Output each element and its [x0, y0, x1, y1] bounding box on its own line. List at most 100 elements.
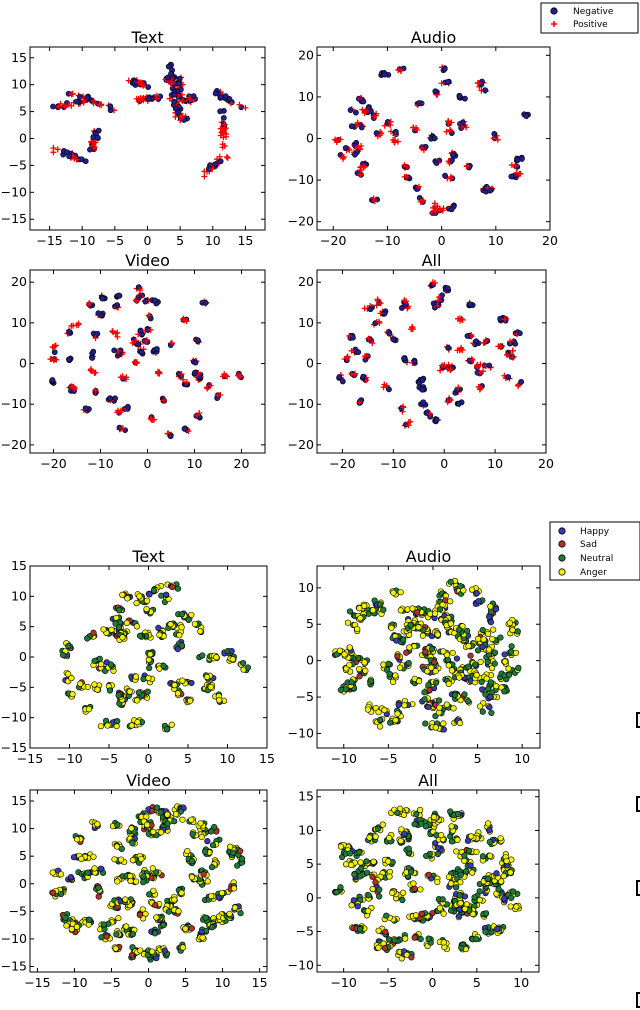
point-neutral — [386, 936, 393, 943]
point-anger — [485, 646, 493, 653]
point-neutral — [465, 663, 472, 670]
point-neutral — [229, 849, 237, 856]
x-tick-label: 10 — [220, 751, 236, 766]
point-happy — [393, 637, 400, 644]
point-happy — [493, 870, 500, 877]
point-happy — [473, 590, 480, 597]
point-neutral — [422, 720, 429, 727]
point-negative — [191, 369, 198, 376]
point-anger — [375, 927, 382, 934]
point-positive — [387, 122, 394, 129]
point-happy — [395, 701, 402, 708]
point-positive — [403, 163, 410, 170]
point-anger — [137, 947, 144, 954]
point-positive — [371, 198, 378, 205]
point-positive — [119, 425, 126, 432]
point-positive — [375, 318, 382, 325]
point-anger — [475, 635, 482, 642]
point-positive — [153, 92, 160, 99]
point-positive — [480, 368, 487, 375]
point-neutral — [482, 691, 489, 698]
point-neutral — [418, 820, 425, 827]
x-tick-label: 15 — [237, 233, 253, 248]
point-anger — [171, 896, 178, 903]
point-sad — [422, 648, 429, 655]
axes-frame — [29, 46, 266, 231]
point-negative — [449, 157, 455, 163]
point-anger — [428, 664, 435, 671]
point-positive — [440, 205, 447, 212]
point-negative — [514, 157, 521, 163]
point-positive — [68, 91, 75, 98]
point-negative — [392, 128, 399, 135]
point-positive — [370, 195, 377, 202]
point-anger — [186, 697, 194, 704]
point-anger — [415, 624, 422, 631]
point-positive — [109, 328, 116, 335]
legend-label: Anger — [580, 568, 607, 578]
point-anger — [500, 872, 507, 880]
point-positive — [221, 142, 228, 149]
point-positive — [50, 145, 57, 152]
point-positive — [374, 296, 381, 303]
point-positive — [439, 362, 446, 369]
point-anger — [365, 907, 372, 915]
point-positive — [434, 297, 441, 304]
point-neutral — [363, 869, 371, 876]
point-neutral — [348, 679, 355, 686]
point-positive — [515, 382, 522, 389]
point-anger — [448, 667, 456, 674]
point-anger — [381, 707, 388, 714]
point-anger — [191, 620, 198, 628]
edge-bracket — [636, 880, 640, 896]
point-negative — [486, 362, 493, 369]
point-anger — [456, 719, 464, 727]
point-anger — [199, 934, 206, 941]
point-anger — [443, 701, 450, 708]
point-neutral — [144, 688, 151, 695]
x-tick-label: −20 — [329, 456, 355, 471]
point-positive — [140, 94, 147, 101]
point-happy — [479, 643, 486, 650]
point-negative — [87, 146, 93, 153]
point-positive — [457, 346, 464, 353]
point-negative — [212, 161, 218, 168]
point-positive — [223, 154, 230, 161]
point-positive — [365, 335, 372, 342]
point-positive — [48, 356, 55, 363]
point-anger — [380, 661, 387, 668]
y-tick-label: 0 — [19, 356, 27, 371]
point-negative — [401, 355, 407, 362]
point-positive — [476, 370, 483, 377]
point-positive — [98, 102, 105, 109]
point-anger — [460, 587, 467, 594]
point-anger — [497, 835, 504, 842]
point-positive — [169, 340, 176, 347]
point-anger — [231, 904, 239, 911]
point-neutral — [365, 892, 372, 899]
point-anger — [179, 677, 186, 684]
point-anger — [410, 880, 417, 887]
point-positive — [354, 119, 361, 126]
point-anger — [417, 806, 424, 814]
point-neutral — [62, 914, 69, 921]
point-neutral — [171, 818, 178, 825]
x-tick-label: 10 — [187, 456, 203, 471]
point-negative — [132, 78, 139, 85]
x-tick-label: 20 — [538, 456, 554, 471]
points-layer — [331, 577, 522, 733]
point-negative — [89, 355, 96, 361]
point-neutral — [135, 689, 142, 696]
panel-sentiment-text: Text −15 −10 −5 0 5 10 15 15 10 5 0 −5 −10 −15 — [1, 28, 266, 248]
x-tick-label: 0 — [438, 233, 446, 248]
point-negative — [523, 113, 530, 119]
point-happy — [215, 894, 222, 901]
point-anger — [78, 855, 85, 863]
point-negative — [50, 103, 56, 110]
point-anger — [94, 821, 101, 828]
point-neutral — [461, 852, 468, 859]
point-anger — [153, 914, 160, 921]
point-sad — [394, 653, 401, 660]
y-tick-label: 10 — [11, 821, 27, 836]
point-anger — [369, 607, 377, 614]
